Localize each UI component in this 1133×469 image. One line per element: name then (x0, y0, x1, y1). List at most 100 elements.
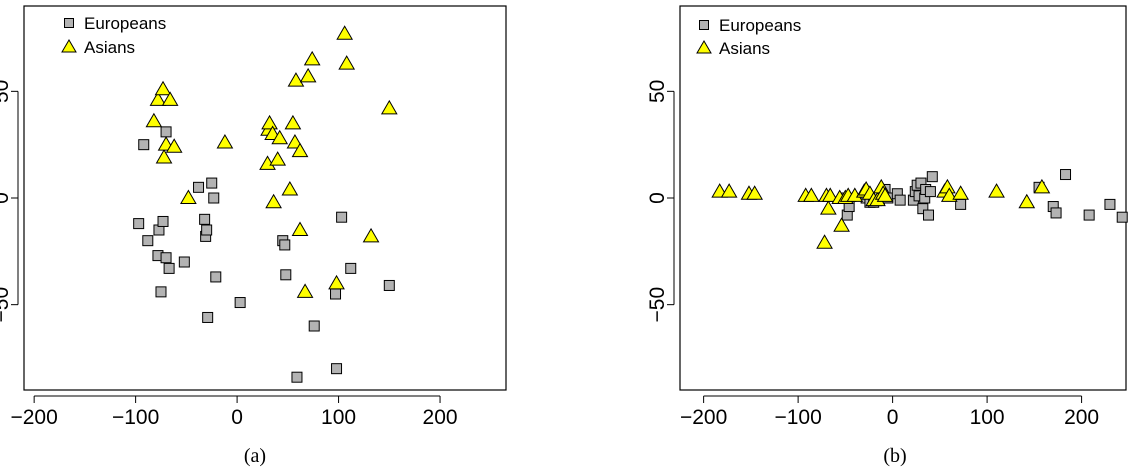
legend-europeans-square-icon (699, 20, 709, 30)
point-asians-6 (165, 138, 183, 153)
legend-a: Europeans Asians (61, 14, 166, 57)
point-europeans-8 (160, 126, 172, 138)
point-asians-22 (296, 283, 314, 298)
point-europeans-2 (142, 235, 154, 247)
legend-asians-triangle-icon (696, 40, 712, 54)
panel-b-axes: −200 −100 0 100 200 −50 0 50 (646, 80, 1099, 429)
x-tick-label: 100 (321, 406, 356, 429)
point-asians-14 (269, 151, 287, 166)
point-europeans-25 (330, 288, 342, 300)
point-europeans-10 (178, 256, 190, 268)
y-tick-label: 50 (646, 80, 669, 103)
point-asians-29 (1033, 178, 1051, 194)
point-asians-17 (284, 114, 302, 130)
panel-b-markers (711, 169, 1128, 249)
point-europeans-19 (234, 297, 246, 309)
legend-b: Europeans Asians (696, 16, 801, 58)
point-asians-28 (362, 227, 380, 243)
point-europeans-26 (331, 363, 343, 375)
point-asians-13 (265, 193, 282, 209)
point-asians-3 (155, 148, 173, 164)
x-tick-label: −200 (10, 406, 57, 429)
panel-b: −200 −100 0 100 200 −50 0 50 Europeans Asians (… (646, 5, 1128, 467)
point-asians-9 (821, 187, 839, 202)
point-europeans-22 (280, 269, 292, 281)
x-tick-label: −100 (112, 406, 159, 429)
point-asians-21 (291, 221, 309, 236)
point-europeans-1 (138, 139, 150, 151)
point-asians-0 (145, 112, 163, 128)
point-europeans-20 (924, 186, 936, 198)
legend-asians-triangle-icon (61, 39, 77, 53)
point-asians-19 (287, 72, 305, 87)
point-europeans-5 (155, 286, 167, 298)
y-tick-label: 0 (0, 192, 13, 204)
point-europeans-14 (201, 224, 213, 236)
point-europeans-29 (383, 279, 395, 291)
point-europeans-0 (133, 218, 145, 230)
y-tick-label: −50 (646, 287, 669, 323)
x-tick-label: 0 (231, 406, 243, 429)
point-asians-26 (336, 25, 354, 40)
point-asians-27 (338, 55, 356, 70)
point-asians-23 (299, 67, 317, 83)
point-europeans-26 (1060, 169, 1072, 181)
point-asians-22 (876, 187, 894, 202)
x-tick-label: −100 (774, 406, 821, 429)
point-europeans-6 (157, 215, 169, 227)
point-asians-20 (291, 142, 309, 158)
point-asians-11 (833, 217, 850, 232)
plot-frame-a (23, 5, 507, 391)
point-europeans-21 (926, 171, 938, 183)
point-europeans-18 (210, 271, 222, 283)
y-tick-label: 50 (0, 80, 13, 103)
point-europeans-19 (923, 209, 935, 221)
point-europeans-21 (279, 239, 291, 251)
point-asians-25 (328, 274, 345, 290)
panel-a: −200 −100 0 100 200 −50 0 50 Europeans Asians (… (0, 5, 507, 467)
point-asians-26 (952, 185, 970, 200)
point-asians-8 (819, 200, 837, 215)
point-europeans-23 (291, 371, 303, 383)
point-europeans-24 (308, 320, 320, 332)
point-asians-6 (816, 234, 833, 249)
point-europeans-9 (163, 262, 175, 274)
x-tick-label: −200 (680, 406, 727, 429)
point-asians-1 (149, 91, 167, 106)
point-asians-8 (216, 134, 234, 149)
y-tick-label: 0 (646, 192, 669, 204)
legend-asians-label: Asians (719, 39, 770, 58)
x-tick-label: 0 (887, 406, 899, 429)
x-tick-label: 200 (423, 406, 458, 429)
point-europeans-10 (894, 194, 906, 206)
legend-europeans-square-icon (64, 18, 74, 28)
panel-a-axes: −200 −100 0 100 200 −50 0 50 (0, 80, 458, 429)
y-tick-label: −50 (0, 287, 13, 323)
point-europeans-12 (199, 213, 211, 225)
panel-a-markers (133, 25, 398, 383)
plot-frame-b (679, 5, 1127, 391)
panel-b-caption: (b) (883, 445, 906, 467)
point-asians-29 (380, 99, 398, 115)
point-europeans-7 (160, 252, 172, 264)
point-asians-28 (1018, 193, 1036, 209)
point-asians-18 (286, 134, 304, 149)
point-asians-1 (720, 183, 738, 198)
point-asians-2 (154, 80, 172, 96)
point-asians-25 (940, 187, 958, 202)
point-europeans-15 (202, 311, 214, 323)
point-europeans-29 (1116, 211, 1128, 223)
x-tick-label: 200 (1064, 406, 1099, 429)
x-tick-label: 100 (970, 406, 1005, 429)
panel-a-caption: (a) (244, 445, 266, 467)
legend-europeans-label: Europeans (719, 16, 801, 35)
point-europeans-25 (1050, 207, 1062, 219)
point-europeans-28 (1104, 198, 1116, 210)
point-asians-11 (261, 114, 278, 130)
point-asians-5 (802, 187, 820, 202)
point-europeans-11 (193, 181, 205, 193)
point-asians-15 (271, 129, 289, 145)
point-europeans-27 (336, 211, 348, 223)
point-europeans-28 (345, 262, 357, 274)
